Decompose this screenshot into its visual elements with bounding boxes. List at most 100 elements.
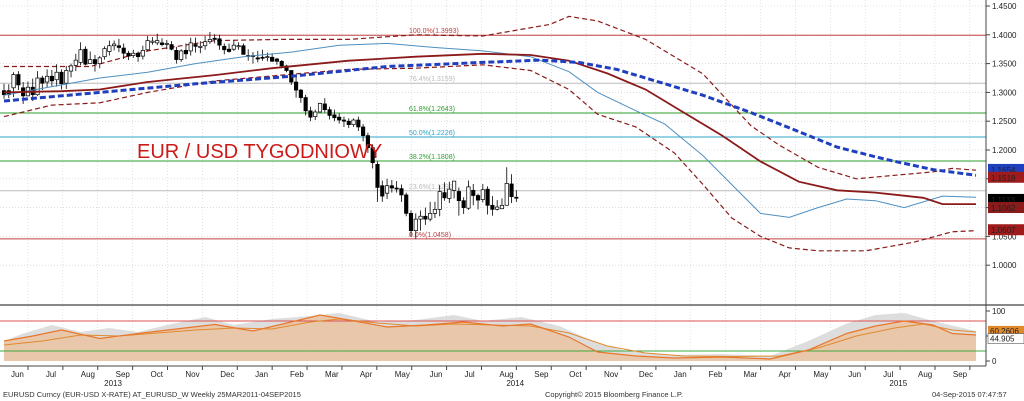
x-tick-label: Aug [918,370,932,379]
ma-long-line [3,58,977,177]
candle-body [155,40,160,44]
candle-body [480,189,485,200]
y-tick-label: 1.2500 [992,117,1017,126]
candle-body [447,188,452,199]
candle-body [509,183,514,198]
candle-body [179,50,184,60]
x-tick-label: Apr [360,370,373,379]
candle-body [313,111,318,117]
price-axis: 1.4500 1.4000 1.3500 1.3000 1.2500 1.2000 1.15… [986,2,1024,366]
candle-body [356,119,361,128]
candle-body [317,102,323,113]
candle-body [207,39,212,43]
year-label: 2015 [889,379,907,388]
candle-body [265,56,270,59]
candle-body [92,59,98,64]
footer-timestamp: 04-Sep-2015 07:47:57 [932,390,1007,399]
x-tick-label: Oct [569,370,582,379]
candle-body [64,70,69,84]
candle-body [78,49,83,63]
candle-body [88,59,93,64]
candle-body [159,42,165,45]
x-tick-label: Jul [46,370,56,379]
y-tick-label: 1.0000 [992,261,1017,270]
candle-body [499,204,505,210]
candle-body [490,204,495,210]
envelope-bands [3,15,977,252]
x-tick-label: Mar [325,370,339,379]
candle-body [408,213,414,231]
oscillator-fill [4,315,976,361]
price-badge-label: 1.0607 [991,226,1016,235]
fib-level-label: 23.6%(1.1292) [409,184,455,191]
candle-body [35,77,40,96]
x-tick-label: Jan [255,370,268,379]
candle-body [504,183,509,206]
x-tick-label: Jun [11,370,24,379]
x-tick-label: May [813,370,828,379]
candle-body [308,110,313,118]
fib-level-label: 76.4%(1.3159) [409,76,455,83]
candle-body [461,200,466,208]
price-badge-label: 1.1518 [991,174,1016,183]
candle-body [399,188,404,196]
price-badge-label: 1.1062 [991,204,1016,213]
candle-body [423,215,428,220]
candle-body [375,164,380,188]
time-axis: Jun Jul Aug Sep Oct Nov Dec Jan Feb Mar Apr May Jun J… [11,366,971,388]
fib-level-label: 50.0%(1.2226) [409,130,455,137]
y-tick-label: 1.3000 [992,88,1017,97]
candle-body [145,40,150,51]
x-tick-label: Dec [220,370,234,379]
x-tick-label: Apr [778,370,791,379]
osc-badge [988,325,1024,336]
x-tick-label: Sep [534,370,549,379]
footer-source: EURUSD Curncy (EUR-USD X-RATE) AT_EURUSD… [3,390,301,399]
x-tick-label: Oct [151,370,164,379]
lower-band [3,64,977,252]
price-badge [988,224,1024,236]
fib-level-label: 0.0%(1.0458) [409,232,451,239]
candle-body [140,50,145,57]
x-tick-label: Jul [883,370,893,379]
candle-body [236,45,241,48]
x-tick-label: Sep [116,370,131,379]
candle-body [384,185,390,194]
candle-body [270,56,275,62]
candle-body [188,42,193,52]
x-tick-label: Jan [674,370,687,379]
candle-body [456,191,461,202]
y-tick-label: 1.4500 [992,2,1017,11]
candle-body [40,77,45,84]
candle-body [389,185,394,189]
osc-tick-label: 0 [992,357,997,366]
y-tick-label: 1.4000 [992,31,1017,40]
candle-body [126,52,131,57]
candle-body [380,185,385,197]
candle-body [361,126,366,136]
candle-body [169,44,174,50]
candle-body [73,59,78,66]
candle-body [54,71,59,81]
year-label: 2013 [104,379,122,388]
candle-body [466,186,471,209]
osc-badge [987,333,1024,344]
upper-band [4,15,977,180]
footer-copyright: Copyright© 2015 Bloomberg Finance L.P. [545,390,683,399]
candle-body [332,114,337,119]
candle-body [341,119,347,122]
x-tick-label: Jun [848,370,861,379]
fib-level-label: 38.2%(1.1808) [409,154,455,161]
x-tick-label: Feb [709,370,723,379]
y-tick-label: 1.2000 [992,146,1017,155]
year-label: 2014 [506,379,524,388]
candle-body [193,44,198,47]
candle-body [432,208,438,214]
candle-body [471,189,476,196]
candle-body [260,56,265,59]
x-tick-label: Nov [604,370,618,379]
oscillator-fast-line [3,314,977,360]
candle-body [16,74,21,86]
candle-body [59,71,64,85]
fibonacci-levels: 100.0%(1.3993) 76.4%(1.3159) 61.8%(1.2643)… [0,28,986,240]
